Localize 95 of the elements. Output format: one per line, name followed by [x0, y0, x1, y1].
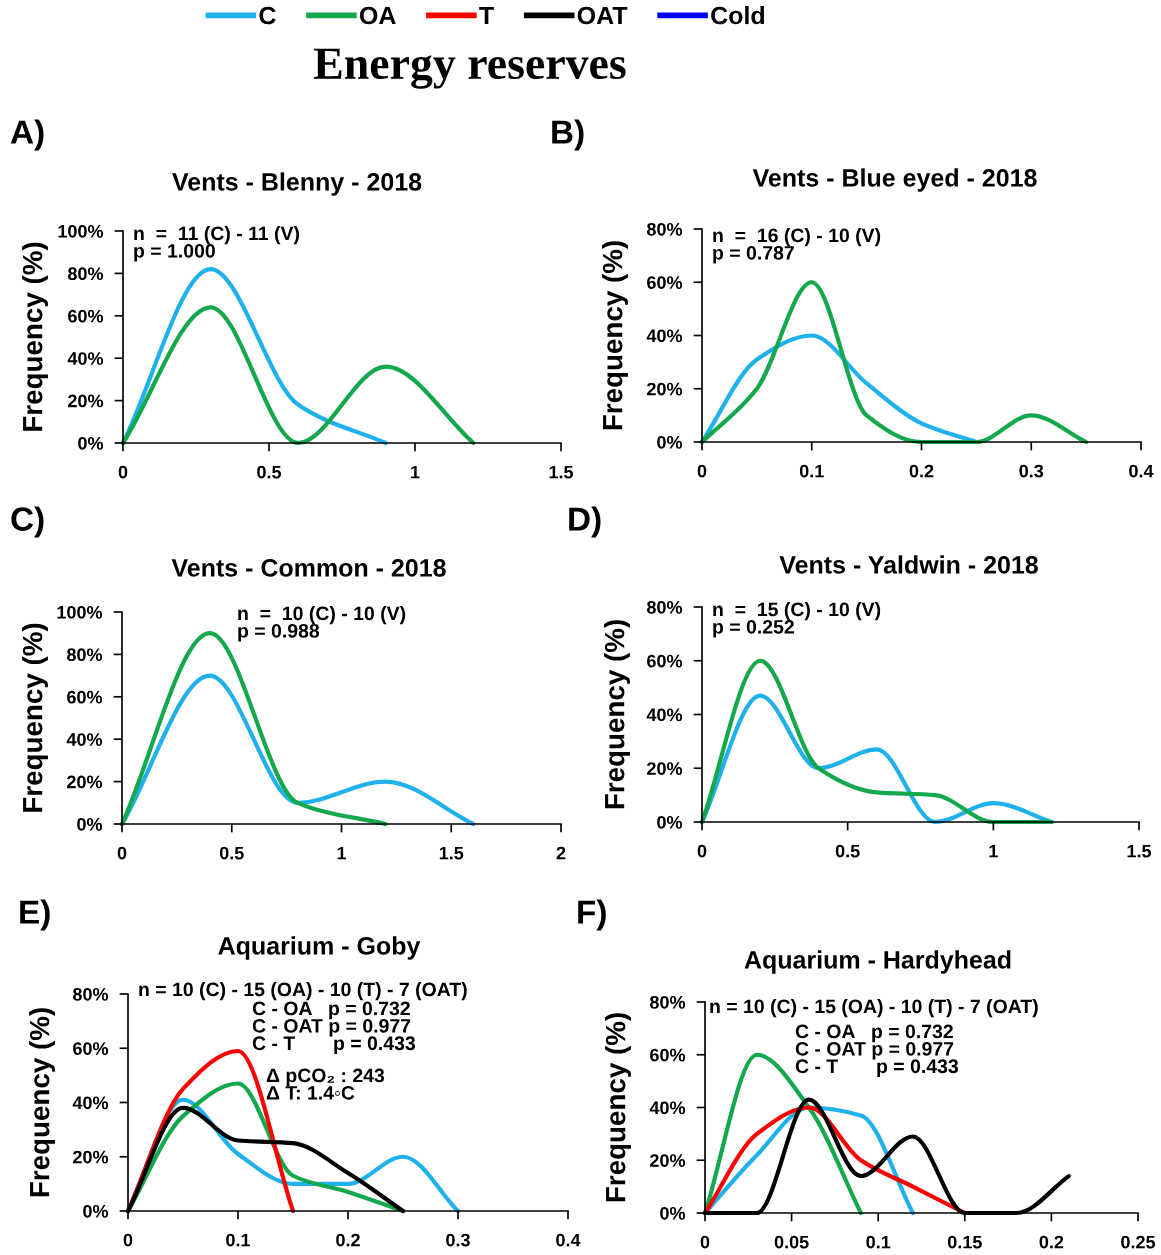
y-tick-label: 20%	[68, 394, 104, 408]
annotation: n = 16 (C) - 10 (V) p = 0.787	[713, 228, 881, 264]
x-tick-label: 2	[556, 846, 566, 860]
x-tick-label: 0.5	[257, 465, 282, 479]
y-tick-label: 80%	[646, 600, 683, 614]
text: D)	[569, 506, 601, 538]
y-tick-label: 60%	[67, 690, 103, 704]
y-tick-label: 20%	[647, 382, 683, 396]
y-tick-label: 0%	[77, 817, 103, 831]
y-tick-label: 60%	[647, 654, 683, 668]
y-axis-title: Frequency (%)	[22, 623, 48, 812]
x-tick-label: 0.1	[799, 464, 824, 478]
legend-label: OAT	[577, 6, 628, 25]
x-tick-label: 0	[123, 1233, 133, 1247]
chart-title: Vents - Blue eyed - 2018	[752, 168, 1037, 192]
y-axis-title: Frequency (%)	[604, 620, 630, 809]
text: E)	[20, 899, 50, 931]
y-axis-title: Frequency (%)	[29, 1008, 55, 1197]
y-tick-label: 60%	[73, 1042, 109, 1055]
y-tick-label: 0%	[657, 435, 683, 449]
x-tick-label: 0	[697, 464, 707, 478]
y-tick-label: 40%	[646, 329, 683, 343]
legend-label: C	[259, 6, 276, 25]
annotation: n = 10 (C) - 10 (V) p = 0.988	[238, 606, 406, 642]
y-tick-label: 20%	[73, 1150, 109, 1164]
annotation: n = 10 (C) - 15 (OA) - 10 (T) - 7 (OAT)	[710, 999, 1038, 1018]
y-axis-title: Frequency (%)	[22, 242, 48, 431]
chart-title: Vents - Blenny - 2018	[172, 172, 422, 196]
y-tick-label: 20%	[650, 1154, 686, 1167]
y-tick-label: 100%	[57, 605, 103, 619]
x-tick-label: 0.3	[1019, 464, 1044, 478]
text: B)	[552, 119, 584, 151]
x-tick-label: 0.5	[835, 844, 860, 858]
annotation: n = 10 (C) - 15 (OA) - 10 (T) - 7 (OAT)	[139, 982, 467, 1001]
x-tick-label: 0.2	[909, 464, 934, 478]
x-tick-label: 0.1	[866, 1235, 891, 1249]
y-tick-label: 80%	[646, 222, 683, 236]
annotation: C - OA p = 0.732 C - OAT p = 0.977 C - T p = 0.433	[252, 1001, 416, 1054]
y-tick-label: 60%	[68, 309, 104, 323]
y-tick-label: 80%	[66, 648, 103, 662]
y-tick-label: 20%	[647, 762, 683, 775]
y-tick-label: 0%	[83, 1204, 109, 1218]
x-tick-label: 0.2	[1039, 1235, 1064, 1249]
chart-title: Aquarium - Hardyhead	[744, 950, 1011, 974]
annotation: n = 11 (C) - 11 (V) p = 1.000	[134, 226, 299, 262]
y-tick-label: 0%	[657, 815, 683, 829]
x-tick-label: 1	[337, 846, 347, 860]
y-tick-label: 80%	[649, 995, 686, 1009]
text: C)	[11, 506, 44, 538]
text: Energy reserves	[314, 48, 626, 89]
x-tick-label: 0	[117, 846, 127, 860]
y-tick-label: 60%	[647, 276, 683, 289]
y-tick-label: 40%	[67, 352, 104, 365]
annotation: C - OA p = 0.732 C - OAT p = 0.977 C - T p = 0.433	[795, 1024, 959, 1077]
x-tick-label: 1	[989, 844, 998, 858]
x-tick-label: 0.2	[336, 1233, 360, 1247]
y-tick-label: 20%	[67, 775, 103, 789]
y-axis-title: Frequency (%)	[602, 241, 628, 430]
chart-title: Aquarium - Goby	[218, 936, 421, 960]
y-tick-label: 60%	[650, 1048, 686, 1062]
legend-label: OA	[359, 6, 396, 25]
x-tick-label: 0	[697, 844, 707, 858]
y-tick-label: 40%	[646, 708, 683, 722]
line-series	[699, 658, 1054, 825]
x-tick-label: 0.15	[947, 1235, 982, 1249]
y-tick-label: 0%	[660, 1206, 686, 1220]
y-tick-label: 40%	[66, 733, 103, 746]
annotation: n = 15 (C) - 10 (V) p = 0.252	[713, 602, 881, 638]
x-tick-label: 1.5	[549, 465, 574, 479]
x-tick-label: 1.5	[439, 846, 464, 860]
x-tick-label: 0.5	[219, 846, 244, 860]
x-tick-label: 1	[411, 465, 420, 479]
y-tick-label: 100%	[58, 224, 104, 238]
chart-title: Vents - Common - 2018	[171, 559, 446, 577]
x-tick-label: 0.05	[774, 1235, 809, 1249]
x-tick-label: 0	[118, 465, 128, 479]
legend-label: T	[479, 6, 494, 25]
y-tick-label: 0%	[78, 436, 104, 450]
y-tick-label: 40%	[649, 1101, 686, 1115]
x-tick-label: 0.4	[556, 1233, 581, 1247]
x-tick-label: 0	[700, 1235, 710, 1249]
y-tick-label: 80%	[72, 987, 109, 1001]
y-tick-label: 80%	[67, 267, 104, 281]
chart-title: Vents - Yaldwin - 2018	[779, 555, 1038, 574]
text: F)	[578, 899, 606, 931]
x-tick-label: 1.5	[1127, 844, 1152, 858]
x-tick-label: 0.25	[1121, 1235, 1156, 1249]
x-tick-label: 0.4	[1129, 464, 1154, 478]
x-tick-label: 0.1	[226, 1233, 251, 1247]
text: A)	[10, 119, 44, 151]
x-tick-label: 0.3	[446, 1233, 470, 1247]
annotation: Δ pCO₂ : 243 Δ T: 1.4◦C	[266, 1068, 385, 1100]
legend-label: Cold	[711, 6, 764, 25]
y-axis-title: Frequency (%)	[605, 1013, 631, 1202]
y-tick-label: 40%	[72, 1096, 109, 1110]
